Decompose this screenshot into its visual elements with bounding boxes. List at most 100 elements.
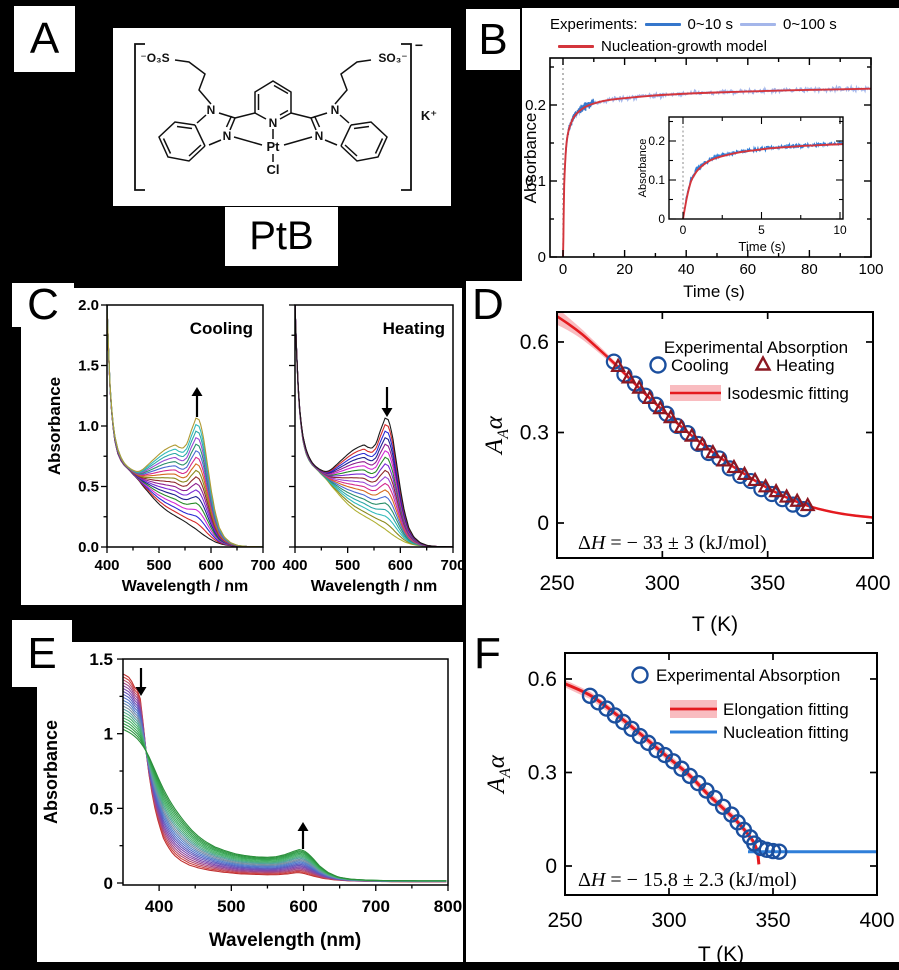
heating-point [799, 496, 816, 512]
n3-right-label: N [315, 129, 324, 143]
legend-heating-label: Heating [776, 356, 835, 375]
y-tick-label: 0.3 [520, 421, 549, 444]
spectrum-curve [295, 305, 453, 547]
x-tick-label: 700 [362, 897, 390, 916]
heating-point [747, 471, 763, 487]
x-tick-label: 20 [616, 261, 633, 278]
spectrum-curve [295, 305, 453, 547]
x-tick-label: 400 [145, 897, 173, 916]
delta-h-annotation: ΔH = − 15.8 ± 2.3 (kJ/mol) [578, 869, 797, 891]
panel-d: D 250 300 350 400 0 0.3 0.6 T (K) AAα Experimenta… [466, 281, 899, 636]
heating-point [620, 369, 637, 384]
legend-0-100s-label: 0~100 s [783, 15, 837, 33]
x-tick-label: 250 [547, 909, 582, 932]
legend-heating-marker [754, 354, 772, 371]
spectrum-curve [295, 305, 453, 547]
y-tick-label: 0.5 [89, 799, 113, 818]
legend-line-0-100s [740, 22, 777, 26]
y-tick-label: 0 [537, 512, 549, 535]
heating-point [778, 488, 795, 503]
legend-fit-label: Isodesmic fitting [727, 384, 849, 403]
inset-y-tick-label: 0.2 [648, 134, 665, 148]
up-arrow [297, 822, 309, 849]
heating-point [757, 477, 774, 493]
spectrum-curve [107, 305, 263, 547]
panel-c: 400 500 600 700 Wavelength / nm 0.0 0.5 1.0 1.5 2… [21, 288, 462, 605]
y-tick-label: 1 [104, 725, 113, 744]
f-series [565, 679, 877, 865]
heating-point [736, 465, 753, 481]
x-tick-label: 400 [94, 557, 119, 574]
heating-point [631, 379, 648, 394]
n1-right-label: N [331, 103, 340, 117]
x-axis-label: T (K) [692, 613, 738, 636]
spectrum-curve [107, 305, 263, 547]
inset-model [682, 143, 843, 219]
panel-e-label: E [27, 628, 57, 678]
spectrum-curve [107, 305, 263, 547]
spectrum-curve [107, 305, 263, 547]
spectrum-curve [295, 305, 453, 547]
spectrum-curve [123, 690, 447, 883]
heating-annotation: Heating [383, 319, 445, 338]
heating-curves [295, 305, 453, 547]
spectrum-curve [295, 305, 453, 547]
legend-cooling-marker [649, 356, 667, 374]
x-tick-label: 500 [335, 557, 360, 574]
spectrum-curve [295, 305, 453, 547]
inset-x-tick-label: 5 [758, 223, 765, 237]
cooling-curves [107, 305, 263, 547]
x-tick-label: 60 [739, 261, 756, 278]
y-tick-label: 0 [538, 249, 546, 266]
inset-bg [669, 117, 843, 219]
spectrum-curve [295, 305, 453, 547]
y-tick-label: 0.2 [525, 97, 546, 114]
spectrum-curve [295, 305, 453, 547]
heating-point [694, 436, 711, 451]
structure-bonds [134, 43, 412, 191]
y-axis-label: AAα [481, 415, 512, 456]
heating-point [789, 492, 806, 507]
experimental-point [764, 842, 782, 860]
legend-elongation-label: Elongation fitting [723, 700, 849, 719]
heating-point [673, 418, 690, 433]
spectrum-curve [107, 305, 263, 547]
heating-point [683, 427, 700, 442]
legend-exp-label: Experimental Absorption [656, 666, 840, 685]
x-tick-label: 250 [539, 572, 574, 595]
legend-model-label: Nucleation-growth model [601, 37, 767, 55]
legend-row-model: Nucleation-growth model [558, 35, 837, 57]
c-frame-1 [294, 304, 454, 548]
x-tick-label: 700 [440, 557, 462, 574]
spectrum-curve [295, 305, 453, 547]
spectrum-curve [123, 673, 447, 883]
x-tick-label: 400 [855, 572, 890, 595]
legend-cooling-label: Cooling [671, 356, 729, 375]
pyridine-n-label: N [269, 116, 278, 130]
spectrum-curve [107, 305, 263, 547]
b-series [562, 58, 871, 257]
pt-label: Pt [267, 139, 281, 154]
spectrum-curve [107, 305, 263, 547]
y-axis-label: Absorbance [45, 377, 64, 475]
heating-point [610, 357, 626, 373]
x-tick-label: 80 [801, 261, 818, 278]
legend-line-0-10s [644, 22, 681, 26]
legend-title: Experimental Absorption [664, 338, 848, 357]
y-tick-label: 0.3 [528, 761, 557, 784]
x-axis-label: Wavelength (nm) [209, 930, 361, 951]
x-tick-label: 600 [289, 897, 317, 916]
spectrum-curve [295, 305, 453, 547]
spectrum-curve [107, 305, 263, 547]
spectrum-curve [123, 728, 447, 882]
x-tick-label: 0 [559, 261, 567, 278]
spectrum-curve [107, 305, 263, 547]
panel-a-label-box: A [14, 6, 75, 72]
heating-point [641, 389, 658, 404]
y-tick-label: 1.0 [78, 418, 99, 435]
heating-point [726, 458, 742, 474]
c-frame-0 [106, 304, 264, 548]
